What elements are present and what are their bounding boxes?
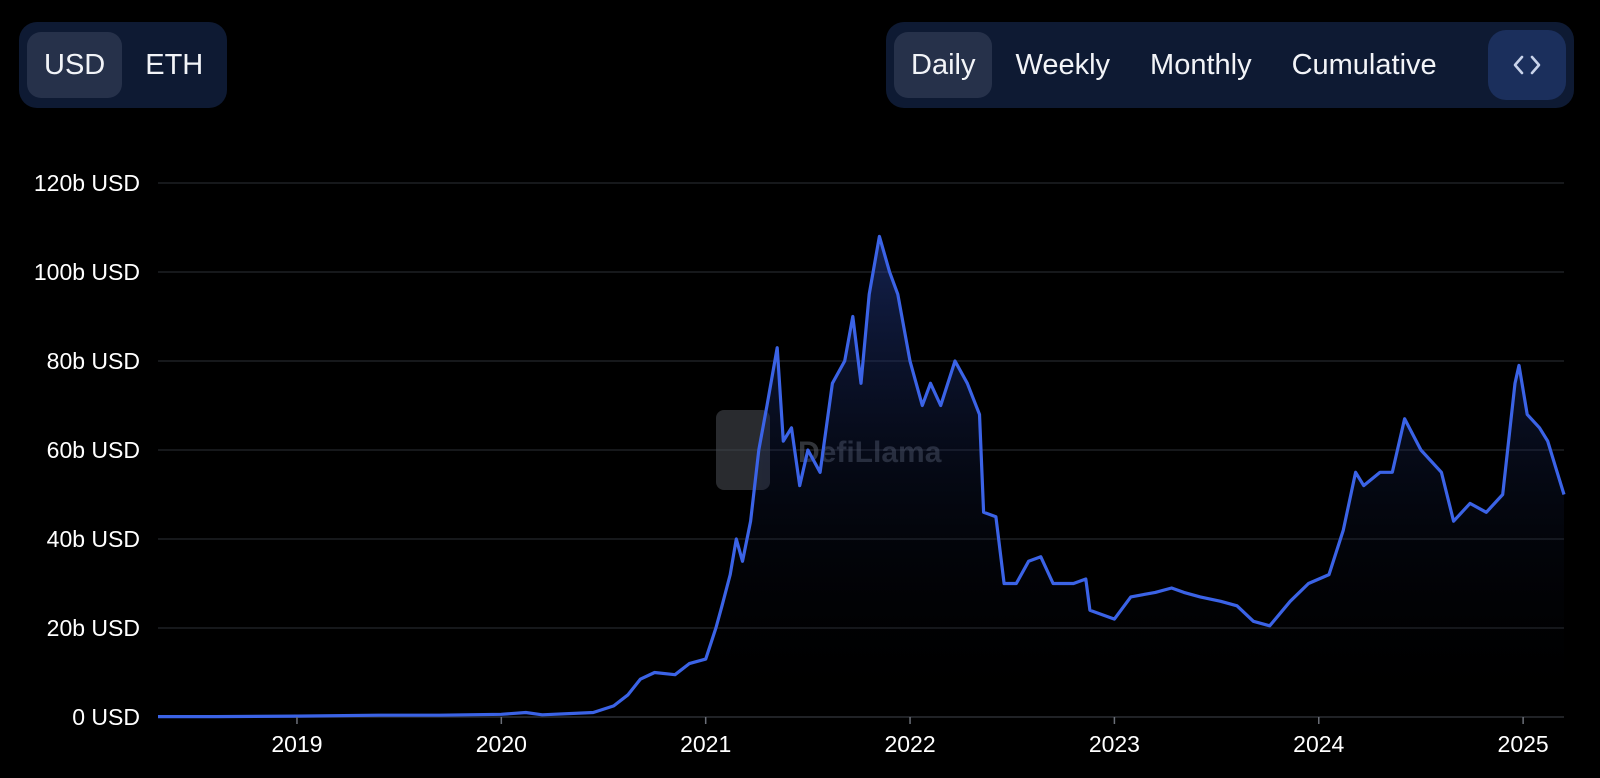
period-weekly-button[interactable]: Weekly	[1015, 48, 1111, 81]
x-tick-label: 2022	[884, 731, 935, 757]
y-tick-label: 40b USD	[47, 526, 140, 552]
y-tick-label: 120b USD	[34, 170, 140, 196]
currency-toggle: USD ETH	[19, 22, 227, 108]
x-tick-label: 2020	[476, 731, 527, 757]
y-tick-label: 100b USD	[34, 259, 140, 285]
x-axis: 2019 2020 2021 2022 2023 2024 2025	[271, 717, 1549, 757]
y-tick-label: 60b USD	[47, 437, 140, 463]
x-tick-label: 2021	[680, 731, 731, 757]
period-toggle: Daily Weekly Monthly Cumulative	[886, 22, 1574, 108]
period-daily-button[interactable]: Daily	[894, 32, 993, 98]
currency-eth-button[interactable]: ETH	[145, 48, 204, 81]
embed-button[interactable]	[1488, 30, 1566, 100]
period-monthly-button[interactable]: Monthly	[1150, 48, 1252, 81]
currency-usd-button[interactable]: USD	[27, 32, 123, 98]
y-tick-label: 80b USD	[47, 348, 140, 374]
series-line	[158, 234, 1566, 719]
x-tick-label: 2024	[1293, 731, 1344, 757]
y-tick-label: 20b USD	[47, 615, 140, 641]
period-cumulative-button[interactable]: Cumulative	[1291, 48, 1437, 81]
x-tick-label: 2025	[1498, 731, 1549, 757]
area-fill	[158, 236, 1564, 717]
y-tick-label: 0 USD	[72, 704, 140, 730]
x-tick-label: 2023	[1089, 731, 1140, 757]
y-axis: 0 USD 20b USD 40b USD 60b USD 80b USD 100b US…	[34, 170, 140, 730]
x-tick-label: 2019	[271, 731, 322, 757]
code-brackets-icon	[1513, 55, 1541, 75]
